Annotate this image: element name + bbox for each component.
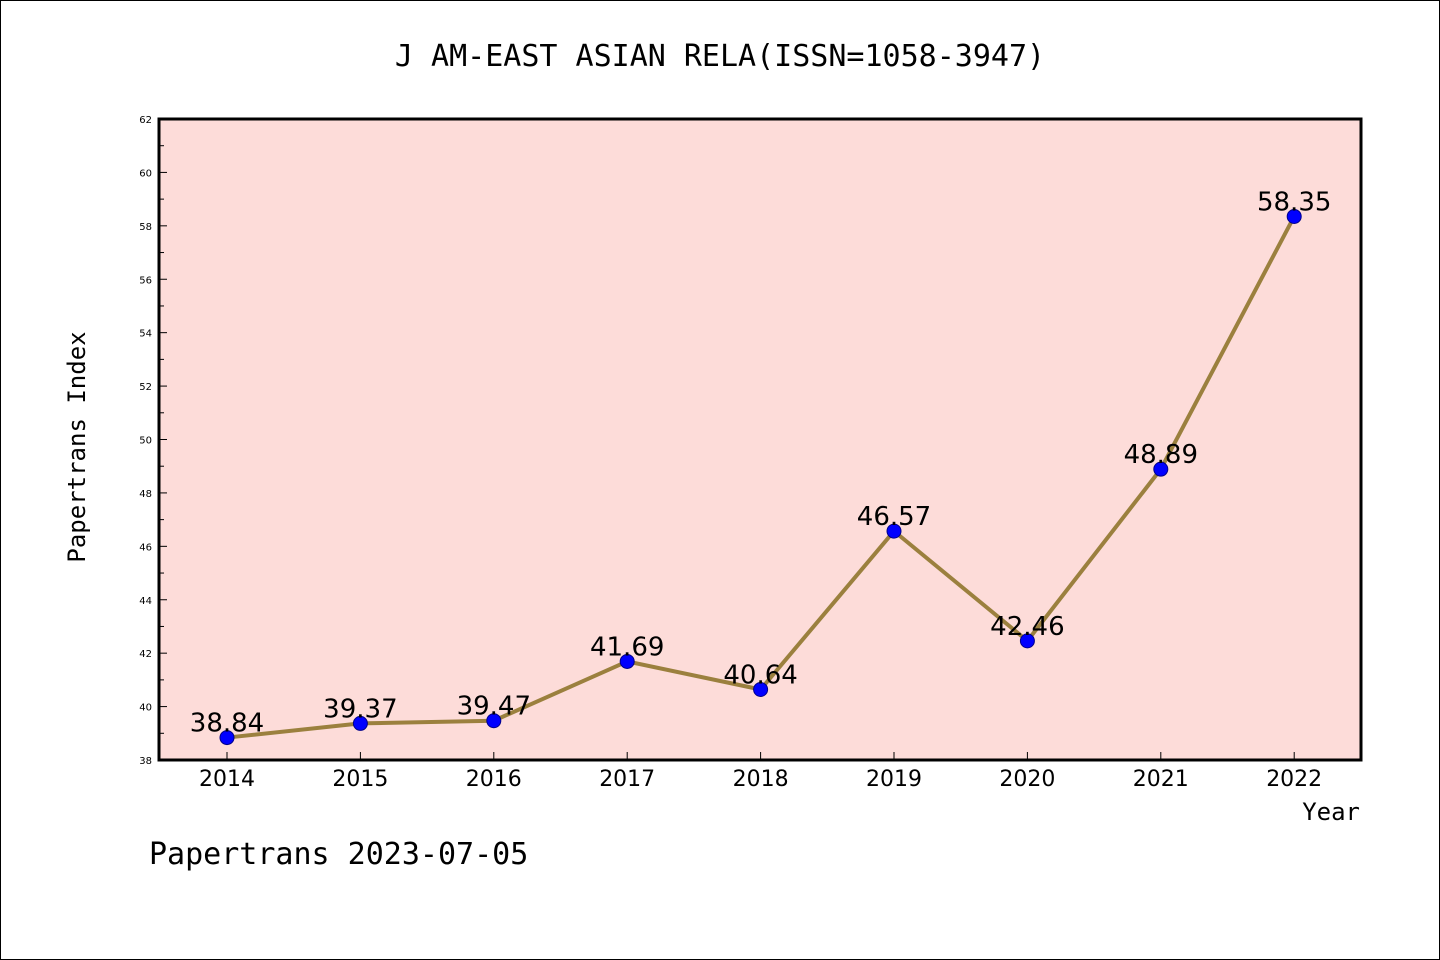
series-line-group — [219, 208, 1302, 746]
data-label: 38.84 — [190, 709, 264, 739]
y-tick-label: 60 — [139, 168, 152, 179]
data-label: 39.37 — [323, 694, 397, 724]
plot-area — [157, 117, 1363, 762]
x-tick-label: 2016 — [466, 767, 522, 792]
data-point — [886, 523, 902, 539]
x-axis-label: Year — [1302, 798, 1360, 826]
y-tick-label: 56 — [139, 275, 152, 286]
y-tick-label: 40 — [139, 703, 152, 714]
y-axis: 38 40 42 44 46 48 50 52 54 56 58 60 62 — [139, 115, 167, 767]
x-tick-label: 2022 — [1266, 767, 1322, 792]
x-tick-label: 2019 — [866, 767, 922, 792]
data-point — [1153, 461, 1169, 477]
data-label: 48.89 — [1124, 440, 1198, 470]
y-tick-label: 38 — [139, 756, 152, 767]
x-tick-label: 2017 — [599, 767, 655, 792]
y-tick-label: 48 — [139, 489, 152, 500]
x-tick-label: 2015 — [332, 767, 388, 792]
data-label: 40.64 — [723, 660, 797, 690]
data-point — [1286, 208, 1302, 224]
data-label: 58.35 — [1257, 187, 1331, 217]
x-tick-label: 2021 — [1133, 767, 1189, 792]
data-labels: 38.84 39.37 39.47 41.69 40.64 46.57 42.46 48.89… — [190, 187, 1332, 738]
footer-text: Papertrans 2023-07-05 — [149, 837, 528, 872]
x-tick-label: 2020 — [999, 767, 1055, 792]
chart-title: J AM-EAST ASIAN RELA(ISSN=1058-3947) — [395, 39, 1045, 74]
y-tick-label: 44 — [139, 596, 152, 607]
data-label: 42.46 — [990, 612, 1064, 642]
data-label: 39.47 — [457, 692, 531, 722]
data-label: 41.69 — [590, 632, 664, 662]
y-tick-label: 50 — [139, 436, 152, 447]
y-tick-label: 62 — [139, 115, 152, 126]
y-tick-label: 46 — [139, 542, 152, 553]
y-tick-label: 52 — [139, 382, 152, 393]
data-point — [753, 681, 769, 697]
data-point — [219, 730, 235, 746]
y-axis-label: Papertrans Index — [63, 331, 91, 562]
y-tick-label: 54 — [139, 329, 152, 340]
data-point — [619, 653, 635, 669]
x-tick-label: 2014 — [199, 767, 255, 792]
data-point — [1019, 633, 1035, 649]
y-tick-label: 42 — [139, 649, 152, 660]
x-axis: 2014 2015 2016 2017 2018 2019 2020 2021 2022 — [199, 752, 1322, 792]
data-point — [352, 715, 368, 731]
y-tick-label: 58 — [139, 222, 152, 233]
data-label: 46.57 — [857, 502, 931, 532]
x-tick-label: 2018 — [733, 767, 789, 792]
data-point — [486, 713, 502, 729]
